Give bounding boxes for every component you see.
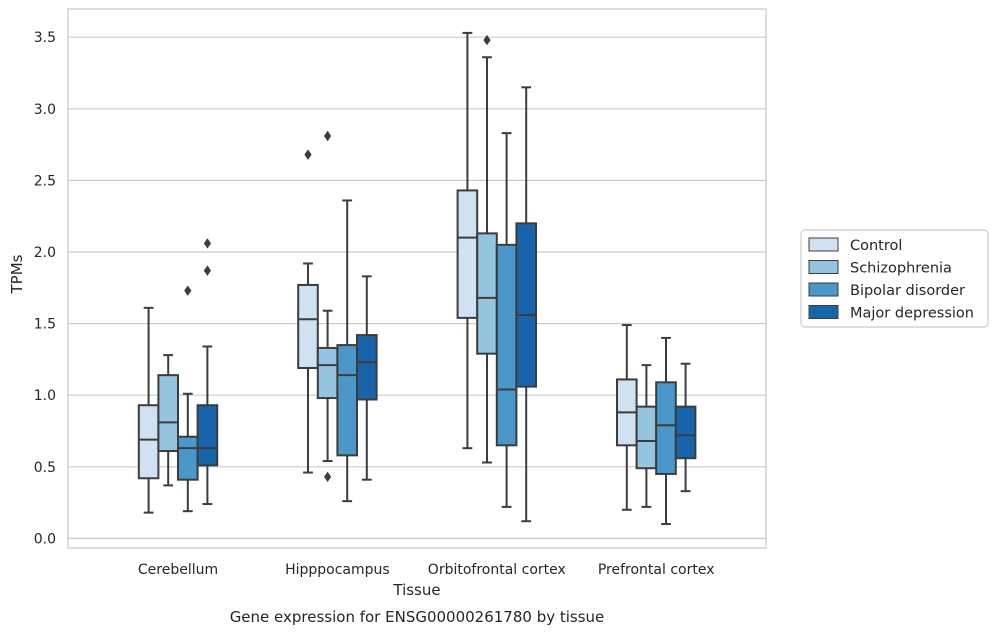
box-plot <box>515 86 538 523</box>
box-plot <box>655 336 677 526</box>
outlier-point <box>203 238 211 249</box>
x-tick-label: Hipppocampus <box>285 562 390 578</box>
outlier-point <box>483 34 491 46</box>
outlier-point <box>203 265 211 276</box>
y-axis-label: TPMs <box>8 254 26 294</box>
series-bipolar-disorder <box>177 132 677 526</box>
y-tick-label: 0.0 <box>34 531 56 547</box>
x-tick-label: Prefrontal cortex <box>598 562 715 578</box>
y-tick-label: 1.5 <box>34 317 56 333</box>
box-plots <box>137 31 697 526</box>
y-axis-ticks: 0.0 0.5 1.0 1.5 2.0 2.5 3.0 3.5 <box>34 30 56 547</box>
box-plot <box>177 285 199 513</box>
legend-label: Schizophrenia <box>850 261 952 277</box>
box-plot <box>674 362 697 493</box>
box-plot <box>316 130 339 483</box>
y-tick-label: 3.0 <box>34 102 56 118</box>
box-iqr <box>356 334 378 401</box>
box-iqr <box>495 243 518 447</box>
x-tick-label: Cerebellum <box>138 562 218 578</box>
series-schizophrenia <box>157 34 658 508</box>
box-iqr <box>456 189 479 319</box>
box-iqr <box>196 404 219 467</box>
legend-item: Control <box>808 237 902 254</box>
y-tick-label: 3.5 <box>34 30 56 46</box>
box-iqr <box>674 405 697 460</box>
box-plot <box>356 275 378 481</box>
y-tick-label: 0.5 <box>34 460 56 476</box>
box-plot <box>495 132 518 508</box>
legend-label: Major depression <box>850 306 974 322</box>
x-axis-ticks: Cerebellum Hipppocampus Orbitofrontal cort… <box>138 562 715 578</box>
y-tick-label: 2.0 <box>34 245 56 261</box>
legend-item: Major depression <box>808 305 974 322</box>
box-plot <box>196 238 219 506</box>
plot-frame <box>67 8 767 549</box>
x-axis-label: Tissue <box>392 581 440 599</box>
outlier-point <box>324 471 332 483</box>
x-tick-label: Orbitofrontal cortex <box>428 562 566 578</box>
legend-swatch <box>808 282 839 297</box>
box-iqr <box>476 232 498 355</box>
box-iqr <box>157 374 179 453</box>
box-plot <box>456 31 479 450</box>
legend-item: Bipolar disorder <box>808 282 965 299</box>
legend-label: Control <box>850 238 902 254</box>
series-major-depression <box>196 86 697 523</box>
outlier-point <box>324 130 332 142</box>
legend-swatch <box>808 237 839 252</box>
box-plot <box>336 199 358 503</box>
legend-swatch <box>808 260 839 274</box>
legend-swatch <box>808 305 839 319</box>
box-iqr <box>635 405 658 470</box>
y-tick-label: 2.5 <box>34 173 56 189</box>
legend-label: Bipolar disorder <box>850 283 965 299</box>
legend-item: Schizophrenia <box>808 260 952 277</box>
box-iqr <box>316 346 339 400</box>
box-iqr <box>655 381 677 475</box>
box-iqr <box>515 222 538 388</box>
outlier-point <box>184 285 192 296</box>
figure-caption: Gene expression for ENSG00000261780 by t… <box>230 608 605 626</box>
box-plot <box>157 354 179 487</box>
box-plot <box>616 324 638 511</box>
box-iqr <box>297 283 319 369</box>
series-control <box>137 31 638 514</box>
box-iqr <box>177 435 199 481</box>
legend-frame <box>800 229 989 328</box>
y-tick-label: 1.0 <box>34 388 56 404</box>
box-plot <box>635 364 658 508</box>
legend: Control Schizophrenia Bipolar disorder Majo… <box>800 229 989 328</box>
box-plot <box>137 306 160 514</box>
box-iqr <box>336 344 358 457</box>
box-iqr <box>137 404 160 480</box>
box-plot <box>297 149 319 474</box>
outlier-point <box>304 149 312 160</box>
box-plot <box>476 34 498 464</box>
